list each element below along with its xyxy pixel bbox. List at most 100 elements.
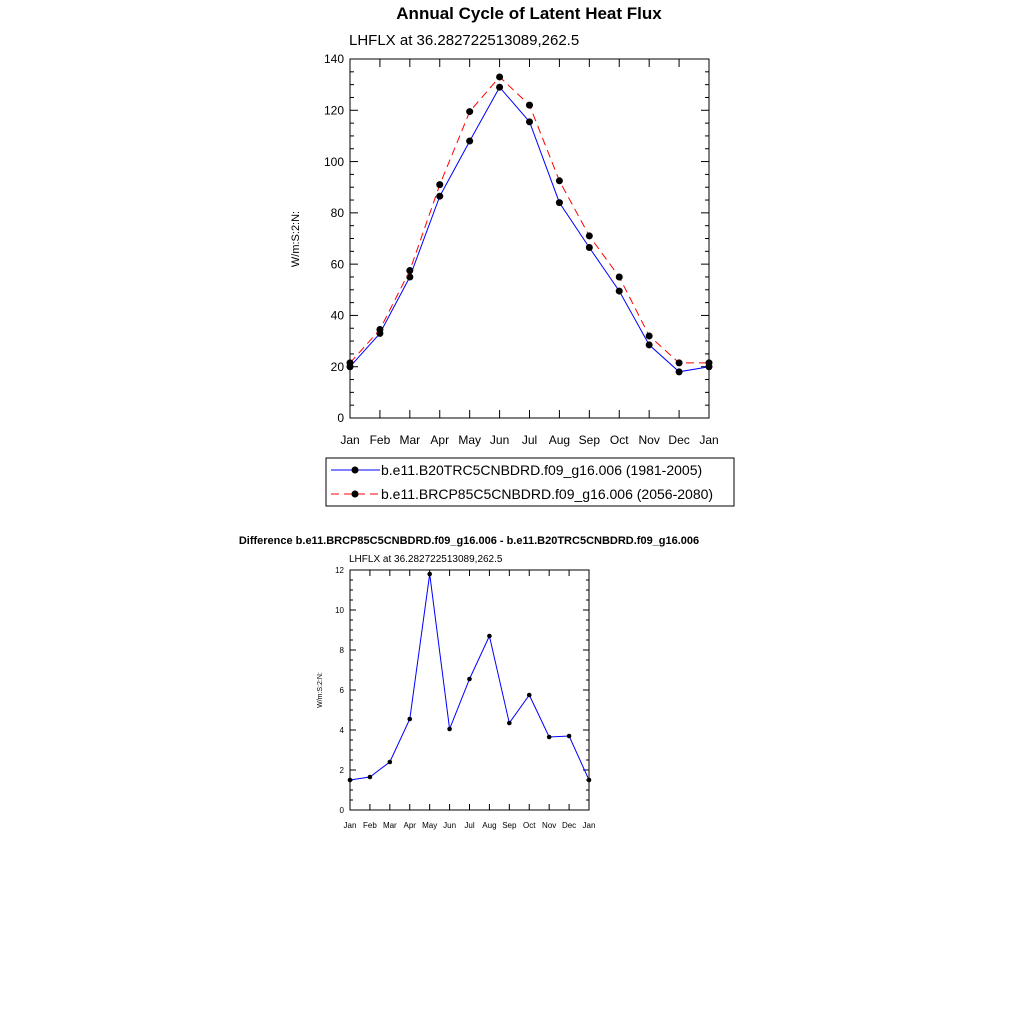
y-tick-label: 20: [331, 360, 345, 374]
x-tick-label: Mar: [383, 821, 397, 830]
legend-marker-historical: [351, 466, 359, 474]
series-0-point: [585, 243, 593, 251]
series-1-point: [555, 177, 563, 185]
y-tick-label: 80: [331, 206, 345, 220]
series-1-point: [705, 359, 713, 367]
legend-box: [325, 457, 735, 507]
main-legend: b.e11.B20TRC5CNBDRD.f09_g16.006 (1981-20…: [325, 457, 735, 507]
series-0-point: [546, 734, 552, 740]
x-tick-label: Oct: [523, 821, 536, 830]
series-1-point: [585, 232, 593, 240]
diff-plot-frame: [349, 569, 590, 811]
series-0-point: [406, 273, 414, 281]
y-tick-label: 10: [335, 606, 344, 615]
y-tick-label: 100: [324, 155, 344, 169]
series-0-point: [436, 192, 444, 200]
diff-x-tick-labels: Jan Feb Mar Apr May Jun Jul Aug Sep Oct Nov Dec Jan: [344, 821, 596, 830]
x-tick-label: Aug: [482, 821, 496, 830]
main-x-tick-labels: Jan Feb Mar Apr May Jun Jul Aug Sep Oct Nov Dec Jan: [340, 433, 718, 447]
y-tick-label: 6: [340, 686, 345, 695]
series-0-point: [526, 692, 532, 698]
legend-label-historical: b.e11.B20TRC5CNBDRD.f09_g16.006 (1981-20…: [381, 462, 702, 478]
series-1-point: [466, 108, 474, 116]
series-1-point: [526, 101, 533, 109]
x-tick-label: Nov: [638, 433, 659, 447]
series-0-point: [555, 199, 563, 207]
series-0-point: [526, 118, 533, 126]
diff-y-axis-label: W/m:S:2:N:: [317, 672, 324, 708]
x-tick-label: Nov: [542, 821, 556, 830]
series-0-point: [447, 726, 452, 732]
y-tick-label: 12: [335, 566, 344, 575]
series-0-point: [427, 571, 432, 577]
diff-chart-title: Difference b.e11.BRCP85C5CNBDRD.f09_g16.…: [239, 535, 699, 547]
series-0-point: [387, 759, 393, 765]
x-tick-label: Dec: [562, 821, 576, 830]
y-tick-label: 40: [331, 309, 345, 323]
x-tick-label: Mar: [399, 433, 420, 447]
y-tick-label: 4: [340, 726, 345, 735]
x-tick-label: Aug: [549, 433, 570, 447]
series-1-point: [406, 267, 414, 275]
series-1-point: [436, 181, 444, 189]
main-chart-title: Annual Cycle of Latent Heat Flux: [396, 4, 662, 23]
series-0-point: [367, 774, 373, 780]
x-tick-label: Apr: [430, 433, 449, 447]
series-0-point: [347, 777, 353, 783]
series-0-point: [467, 676, 472, 682]
series-0-point: [586, 777, 592, 783]
series-0-point: [507, 720, 512, 726]
main-plot-frame: [349, 58, 710, 419]
y-tick-label: 60: [331, 257, 345, 271]
x-tick-label: Jul: [464, 821, 474, 830]
series-1-point: [496, 73, 504, 81]
series-0-point: [487, 633, 492, 639]
y-tick-label: 140: [324, 52, 344, 66]
x-tick-label: Apr: [404, 821, 417, 830]
annual-cycle-chart: Annual Cycle of Latent Heat Flux LHFLX a…: [290, 4, 735, 507]
series-1-point: [376, 326, 384, 334]
x-tick-label: Sep: [502, 821, 517, 830]
main-y-tick-labels: 0 20 40 60 80 100 120 140: [324, 52, 344, 425]
x-tick-label: Jan: [699, 433, 718, 447]
x-tick-label: Oct: [610, 433, 629, 447]
x-tick-label: Jun: [490, 433, 509, 447]
y-tick-label: 8: [340, 646, 345, 655]
x-tick-label: Feb: [370, 433, 391, 447]
diff-chart-subtitle: LHFLX at 36.282722513089,262.5: [349, 554, 503, 565]
x-tick-label: Feb: [363, 821, 377, 830]
y-tick-label: 2: [340, 766, 345, 775]
series-0-point: [615, 287, 623, 295]
x-tick-label: Dec: [668, 433, 689, 447]
series-0-point: [466, 137, 474, 145]
y-tick-label: 120: [324, 103, 344, 117]
x-tick-label: Jan: [583, 821, 596, 830]
y-tick-label: 0: [340, 806, 345, 815]
main-chart-subtitle: LHFLX at 36.282722513089,262.5: [349, 32, 579, 49]
legend-label-future: b.e11.BRCP85C5CNBDRD.f09_g16.006 (2056-2…: [381, 486, 713, 502]
legend-marker-future: [351, 490, 359, 498]
x-tick-label: Jan: [344, 821, 357, 830]
series-0-point: [645, 341, 653, 349]
series-1-point: [675, 359, 683, 367]
x-tick-label: Jul: [522, 433, 537, 447]
x-tick-label: May: [458, 433, 481, 447]
x-tick-label: Jun: [443, 821, 456, 830]
difference-chart: Difference b.e11.BRCP85C5CNBDRD.f09_g16.…: [239, 535, 699, 830]
series-1-point: [346, 359, 354, 367]
diff-series-group: [347, 571, 592, 783]
series-1-point: [645, 332, 653, 340]
series-0-point: [496, 83, 504, 91]
x-tick-label: Sep: [579, 433, 601, 447]
series-1-point: [615, 273, 623, 281]
series-0-point: [675, 368, 683, 376]
series-line-0: [349, 86, 710, 373]
main-y-axis-label: W/m:S:2:N:: [290, 211, 302, 267]
y-tick-label: 0: [337, 411, 344, 425]
main-series-group: [346, 73, 713, 376]
x-tick-label: May: [422, 821, 437, 830]
diff-axis-ticks: [349, 569, 590, 811]
series-0-point: [407, 716, 413, 722]
diff-y-tick-labels: 0 2 4 6 8 10 12: [335, 566, 344, 815]
